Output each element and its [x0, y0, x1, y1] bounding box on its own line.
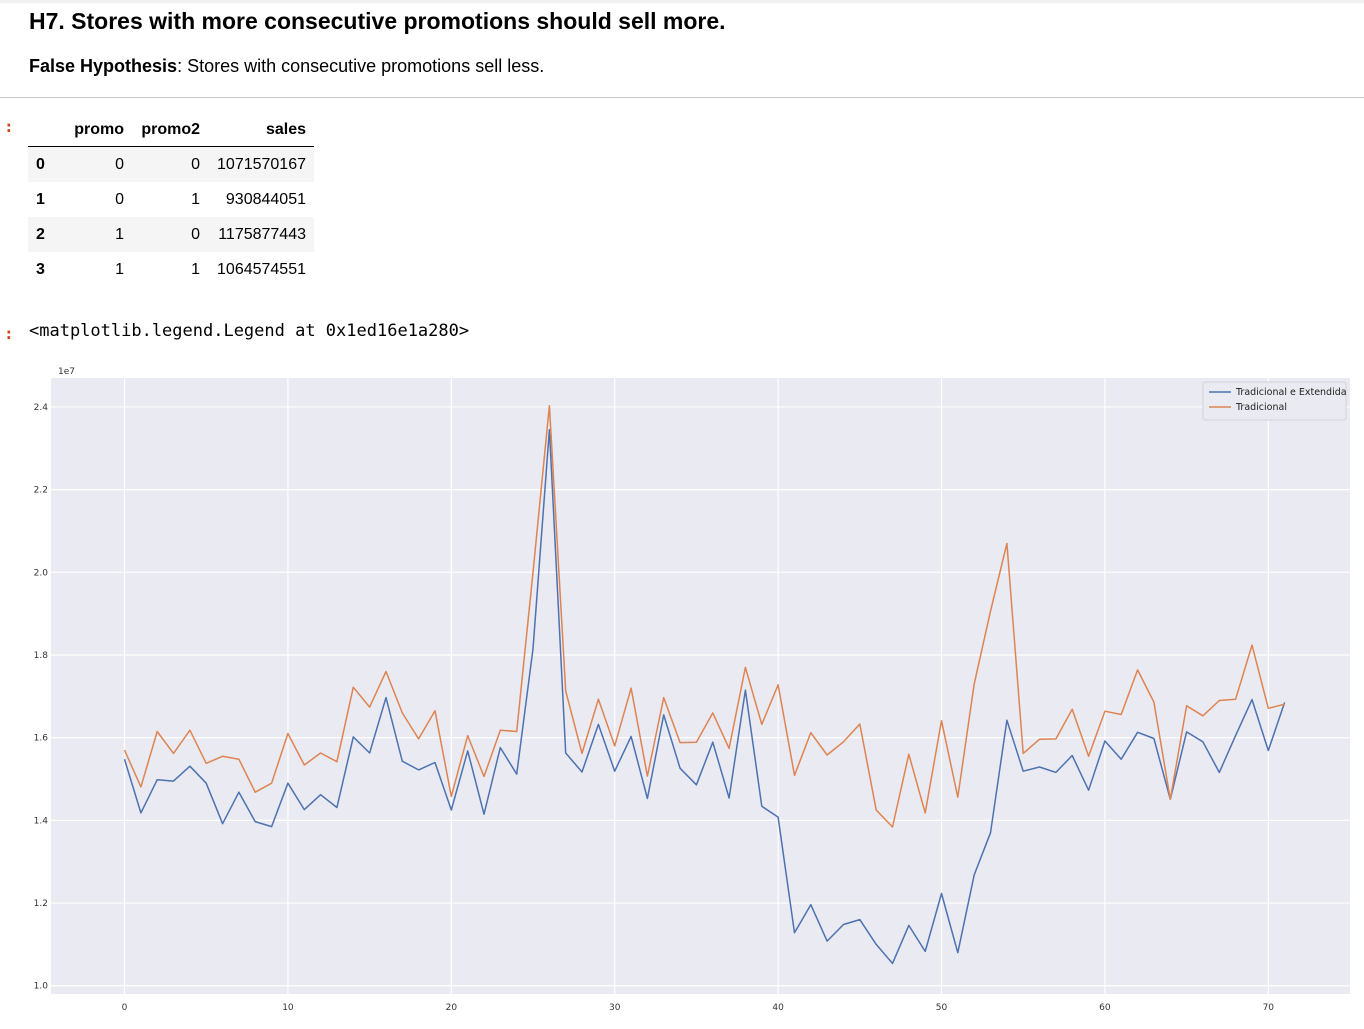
- row-index: 1: [36, 190, 45, 208]
- x-tick-label: 40: [772, 1003, 784, 1013]
- row-index: 0: [36, 155, 45, 173]
- cell-promo: 0: [115, 190, 124, 208]
- cell-sales: 1071570167: [217, 155, 306, 173]
- table-header-row: promo promo2 sales: [28, 114, 314, 147]
- table-row: 0 0 0 1071570167: [28, 146, 314, 182]
- y-tick-label: 2.4: [34, 403, 49, 413]
- cell-sales: 1175877443: [218, 225, 306, 243]
- y-tick-label: 1.2: [34, 899, 48, 909]
- x-tick-label: 30: [609, 1003, 621, 1013]
- legend-label: Tradicional: [1235, 402, 1287, 413]
- cell-promo2: 0: [191, 225, 200, 243]
- hypothesis-statement: False Hypothesis: Stores with consecutiv…: [29, 56, 544, 77]
- cell-promo2: 1: [191, 190, 200, 208]
- output-prompt: :: [4, 324, 14, 343]
- plot-background: [51, 378, 1350, 994]
- cell-promo2: 0: [191, 155, 200, 173]
- output-prompt: :: [4, 117, 14, 136]
- legend-box: [1202, 381, 1347, 421]
- y-offset-label: 1e7: [58, 367, 75, 377]
- y-tick-label: 1.8: [34, 651, 49, 661]
- column-header-sales: sales: [208, 114, 314, 147]
- cell-promo: 0: [115, 155, 124, 173]
- cell-promo: 1: [115, 260, 124, 278]
- table-row: 2 1 0 1175877443: [28, 217, 314, 252]
- table-row: 3 1 1 1064574551: [28, 252, 314, 287]
- y-tick-label: 2.0: [34, 568, 49, 578]
- hypothesis-text: : Stores with consecutive promotions sel…: [177, 56, 545, 76]
- series-line: [123, 404, 1285, 828]
- top-border: [0, 0, 1364, 3]
- column-header-promo: promo: [62, 114, 132, 147]
- x-tick-label: 50: [936, 1003, 948, 1013]
- legend-repr-output: <matplotlib.legend.Legend at 0x1ed16e1a2…: [29, 321, 470, 341]
- line-chart: 0 10 20 30 40 50 60 70 1.0 1.2 1.4 1.6 1.8 2.0 2.2 2.4 1…: [34, 367, 1350, 1013]
- cell-promo: 1: [115, 225, 124, 243]
- y-tick-label: 1.4: [34, 816, 49, 826]
- x-tick-label: 60: [1099, 1003, 1111, 1013]
- series-line: [123, 428, 1286, 965]
- row-index: 2: [36, 225, 45, 243]
- index-header: [28, 114, 62, 147]
- x-tick-label: 20: [446, 1003, 458, 1013]
- y-tick-label: 1.6: [34, 734, 49, 744]
- page-title: H7. Stores with more consecutive promoti…: [29, 8, 726, 34]
- cell-divider: [0, 97, 1364, 98]
- x-tick-label: 0: [122, 1003, 128, 1013]
- cell-promo2: 1: [191, 260, 200, 278]
- cell-sales: 1064574551: [217, 260, 306, 278]
- row-index: 3: [36, 260, 45, 278]
- x-tick-label: 70: [1263, 1003, 1275, 1013]
- x-tick-label: 10: [282, 1003, 294, 1013]
- legend-label: Tradicional e Extendida: [1235, 387, 1347, 398]
- dataframe-table: promo promo2 sales 0 0 0 1071570167 1 0 …: [28, 114, 314, 287]
- cell-sales: 930844051: [225, 190, 306, 208]
- y-tick-label: 2.2: [34, 486, 48, 496]
- table-row: 1 0 1 930844051: [28, 182, 314, 217]
- column-header-promo2: promo2: [132, 114, 208, 147]
- y-tick-label: 1.0: [34, 982, 49, 992]
- hypothesis-label: False Hypothesis: [29, 56, 178, 76]
